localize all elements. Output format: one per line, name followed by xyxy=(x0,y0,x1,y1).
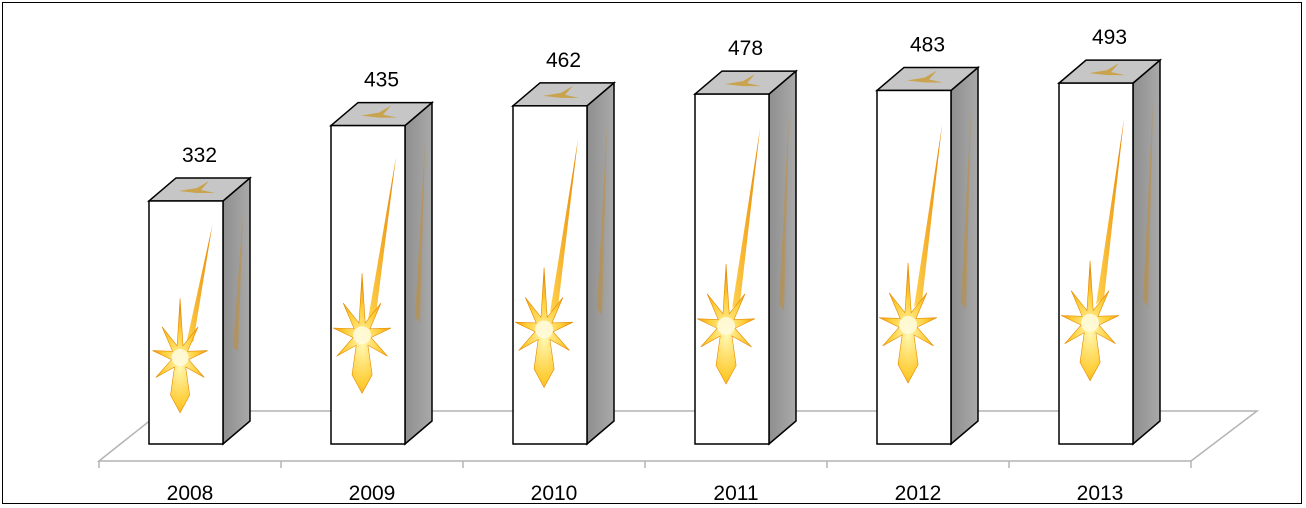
bars-group xyxy=(146,58,1163,446)
starburst-figure-icon xyxy=(878,124,943,384)
starburst-figure-icon xyxy=(514,138,579,389)
data-label-2012: 483 xyxy=(910,33,945,56)
data-label-2013: 493 xyxy=(1092,26,1127,49)
chart-canvas: 332 2008 435 2009 462 2010 478 2011 483 2012 493 20… xyxy=(96,26,1260,505)
bar-front xyxy=(148,200,224,445)
bar-2010 xyxy=(510,81,617,446)
x-tick-label-2008: 2008 xyxy=(167,482,214,505)
bar-2013 xyxy=(1056,58,1163,446)
data-label-2009: 435 xyxy=(364,69,399,92)
data-label-2008: 332 xyxy=(182,144,217,167)
bar-2009 xyxy=(328,100,435,446)
data-label-2010: 462 xyxy=(546,49,581,72)
x-tick-label-2011: 2011 xyxy=(713,482,758,505)
x-axis xyxy=(98,461,1192,468)
starburst-figure-icon xyxy=(696,128,761,385)
bar-2011 xyxy=(692,69,799,446)
labels-group: 332 2008 435 2009 462 2010 478 2011 483 2012 493 20… xyxy=(167,26,1127,505)
bar-2008 xyxy=(146,176,253,446)
data-label-2011: 478 xyxy=(728,37,763,60)
starburst-figure-icon xyxy=(332,156,397,394)
x-tick-label-2009: 2009 xyxy=(349,482,396,505)
x-tick-label-2013: 2013 xyxy=(1077,482,1124,505)
starburst-figure-icon xyxy=(152,224,213,414)
x-tick-label-2012: 2012 xyxy=(895,482,942,505)
x-tick-label-2010: 2010 xyxy=(531,482,578,505)
bar-2012 xyxy=(874,65,981,446)
starburst-figure-icon xyxy=(1060,118,1125,382)
